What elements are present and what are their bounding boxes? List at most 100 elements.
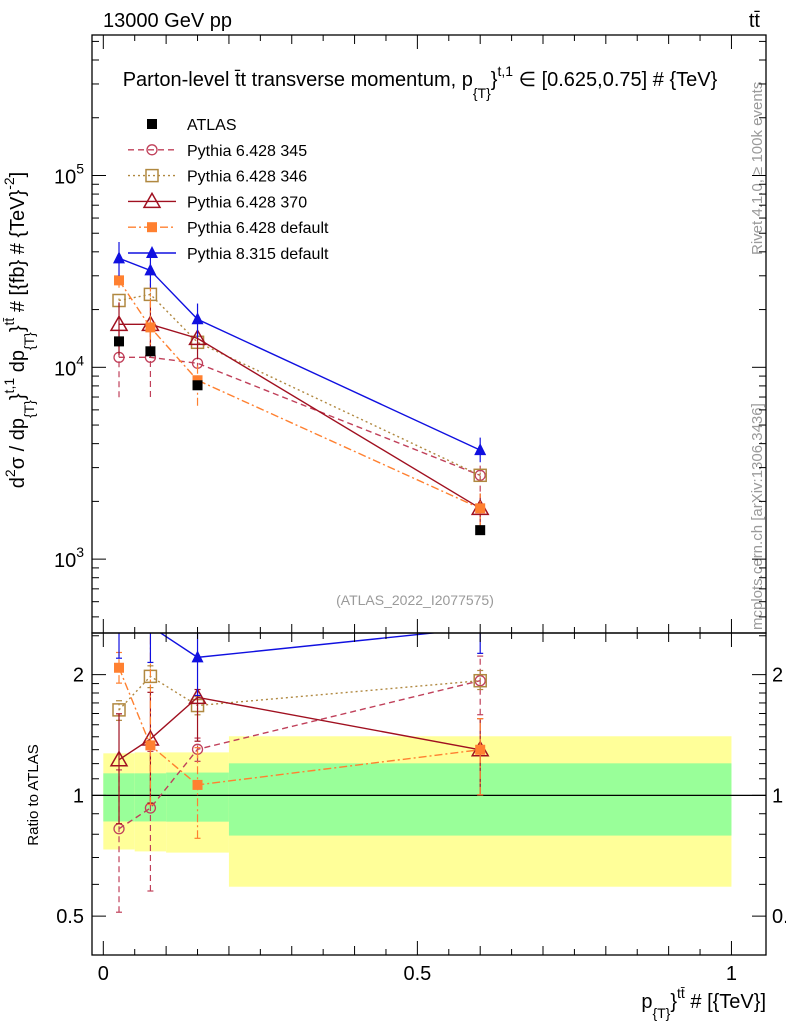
legend-marker	[147, 222, 157, 233]
series-line	[119, 356, 481, 476]
x-axis-label: p{T}}tt̄ # [{TeV}]	[641, 985, 766, 1021]
xlabel-sub: {T}	[652, 1005, 670, 1021]
analysis-watermark: (ATLAS_2022_I2077575)	[336, 592, 494, 608]
ylabel-sup: tt̄	[1, 318, 17, 326]
ylabel-sup: t,1	[1, 378, 17, 394]
legend-label: Pythia 6.428 370	[187, 194, 307, 211]
ylabel-part: d	[7, 477, 29, 488]
ratio-plot-frame	[91, 632, 767, 956]
data-point	[113, 251, 126, 264]
ratio-data-point	[144, 619, 156, 631]
data-point	[188, 328, 207, 346]
reference-data-point	[475, 525, 486, 536]
ylabel-part: }	[7, 325, 29, 332]
data-point	[473, 468, 487, 483]
legend-marker	[146, 246, 158, 258]
y-tick-base: 10	[54, 550, 76, 572]
data-point	[145, 322, 156, 333]
ratio-data-point	[191, 650, 204, 663]
ratio-tick-label-right: 0.5	[772, 906, 786, 928]
legend-marker	[142, 191, 162, 209]
chart-title: Parton-level t̄t transverse momentum, p{…	[123, 63, 718, 101]
ratio-y-label: Ratio to ATLAS	[25, 744, 42, 845]
ylabel-part: # [{fb} # {TeV}	[7, 189, 29, 317]
series-line	[118, 293, 481, 476]
y-tick-label: 104	[54, 352, 84, 380]
process-label: tt̄	[749, 10, 761, 32]
legend-label: Pythia 6.428 default	[187, 220, 329, 237]
y-tick-exponent: 4	[76, 352, 84, 368]
legend-label: Pythia 6.428 345	[187, 143, 307, 160]
data-point	[192, 375, 203, 386]
ratio-series-line	[118, 675, 481, 711]
ratio-tick-label: 0.5	[56, 906, 84, 928]
data-point	[474, 469, 486, 481]
mcplots-label: mcplots.cern.ch [arXiv:1306.3436]	[749, 403, 766, 630]
ratio-series-line	[118, 667, 481, 786]
ratio-data-point	[145, 740, 156, 751]
ratio-series-line	[159, 633, 440, 659]
legend-label: Pythia 8.315 default	[187, 246, 329, 263]
y-tick-base: 10	[54, 166, 76, 188]
x-tick-label: 0.5	[403, 963, 431, 985]
ylabel-sup: -2	[1, 177, 17, 190]
ratio-tick-label: 1	[73, 785, 84, 807]
legend-marker	[146, 144, 158, 156]
legend-label: ATLAS	[187, 117, 237, 134]
title-part: ∈ [0.625,0.75] # {TeV}	[513, 69, 718, 91]
ratio-data-point	[113, 615, 125, 627]
title-sub: {T}	[473, 85, 491, 101]
y-tick-base: 10	[54, 358, 76, 380]
xlabel-part: }	[670, 991, 677, 1013]
reference-data-point	[114, 336, 125, 347]
title-part: }	[491, 69, 498, 91]
y-tick-exponent: 5	[76, 160, 84, 176]
xlabel-part: p	[641, 991, 652, 1013]
ratio-data-point	[114, 662, 125, 673]
data-point	[475, 503, 486, 514]
series-line	[119, 323, 481, 509]
ratio-data-point	[109, 750, 129, 767]
y-tick-exponent: 3	[76, 544, 84, 560]
xlabel-part: # [{TeV}]	[685, 991, 766, 1013]
data-point	[474, 443, 487, 456]
ylabel-part: ]	[7, 172, 29, 178]
x-tick-label: 1	[726, 963, 737, 985]
xlabel-sup: tt̄	[677, 985, 685, 1001]
title-sup: t,1	[497, 63, 513, 79]
data-point	[191, 312, 204, 325]
ratio-series-line	[118, 680, 481, 830]
data-point	[144, 263, 157, 276]
ratio-tick-label: 2	[73, 665, 84, 687]
ylabel-part: }	[7, 393, 29, 400]
reference-data-point	[192, 380, 203, 391]
ylabel-part: dp	[7, 350, 29, 378]
ylabel-sub: {T}	[21, 400, 37, 418]
ylabel-sup: 2	[2, 469, 18, 477]
energy-label: 13000 GeV pp	[103, 10, 232, 32]
ratio-series-line	[118, 696, 481, 761]
ylabel-sub: {T}	[21, 332, 37, 350]
series-line	[118, 279, 481, 509]
legend-marker	[147, 119, 157, 129]
data-point	[114, 275, 125, 286]
legend-marker	[145, 168, 159, 183]
x-tick-label: 0	[98, 963, 109, 985]
y-axis-label: d2σ / dp{T}}t,1 dp{T}}tt̄ # [{fb} # {TeV…	[1, 172, 37, 488]
ratio-data-point	[473, 673, 487, 688]
ratio-data-point	[188, 687, 207, 705]
ratio-tick-label-right: 2	[772, 665, 783, 687]
ratio-data-point	[192, 779, 203, 790]
ylabel-part: σ / dp	[7, 418, 29, 469]
series-line	[118, 257, 481, 451]
legend-label: Pythia 6.428 346	[187, 169, 307, 186]
rivet-label: Rivet 4.1.0, ≥ 100k events	[749, 82, 766, 255]
ratio-tick-label-right: 1	[772, 785, 783, 807]
ratio-data-point	[475, 744, 486, 755]
title-part: Parton-level t̄t transverse momentum, p	[123, 69, 473, 91]
reference-data-point	[145, 346, 156, 357]
y-tick-label: 103	[54, 544, 84, 572]
data-point	[109, 314, 129, 332]
y-tick-label: 105	[54, 160, 84, 188]
